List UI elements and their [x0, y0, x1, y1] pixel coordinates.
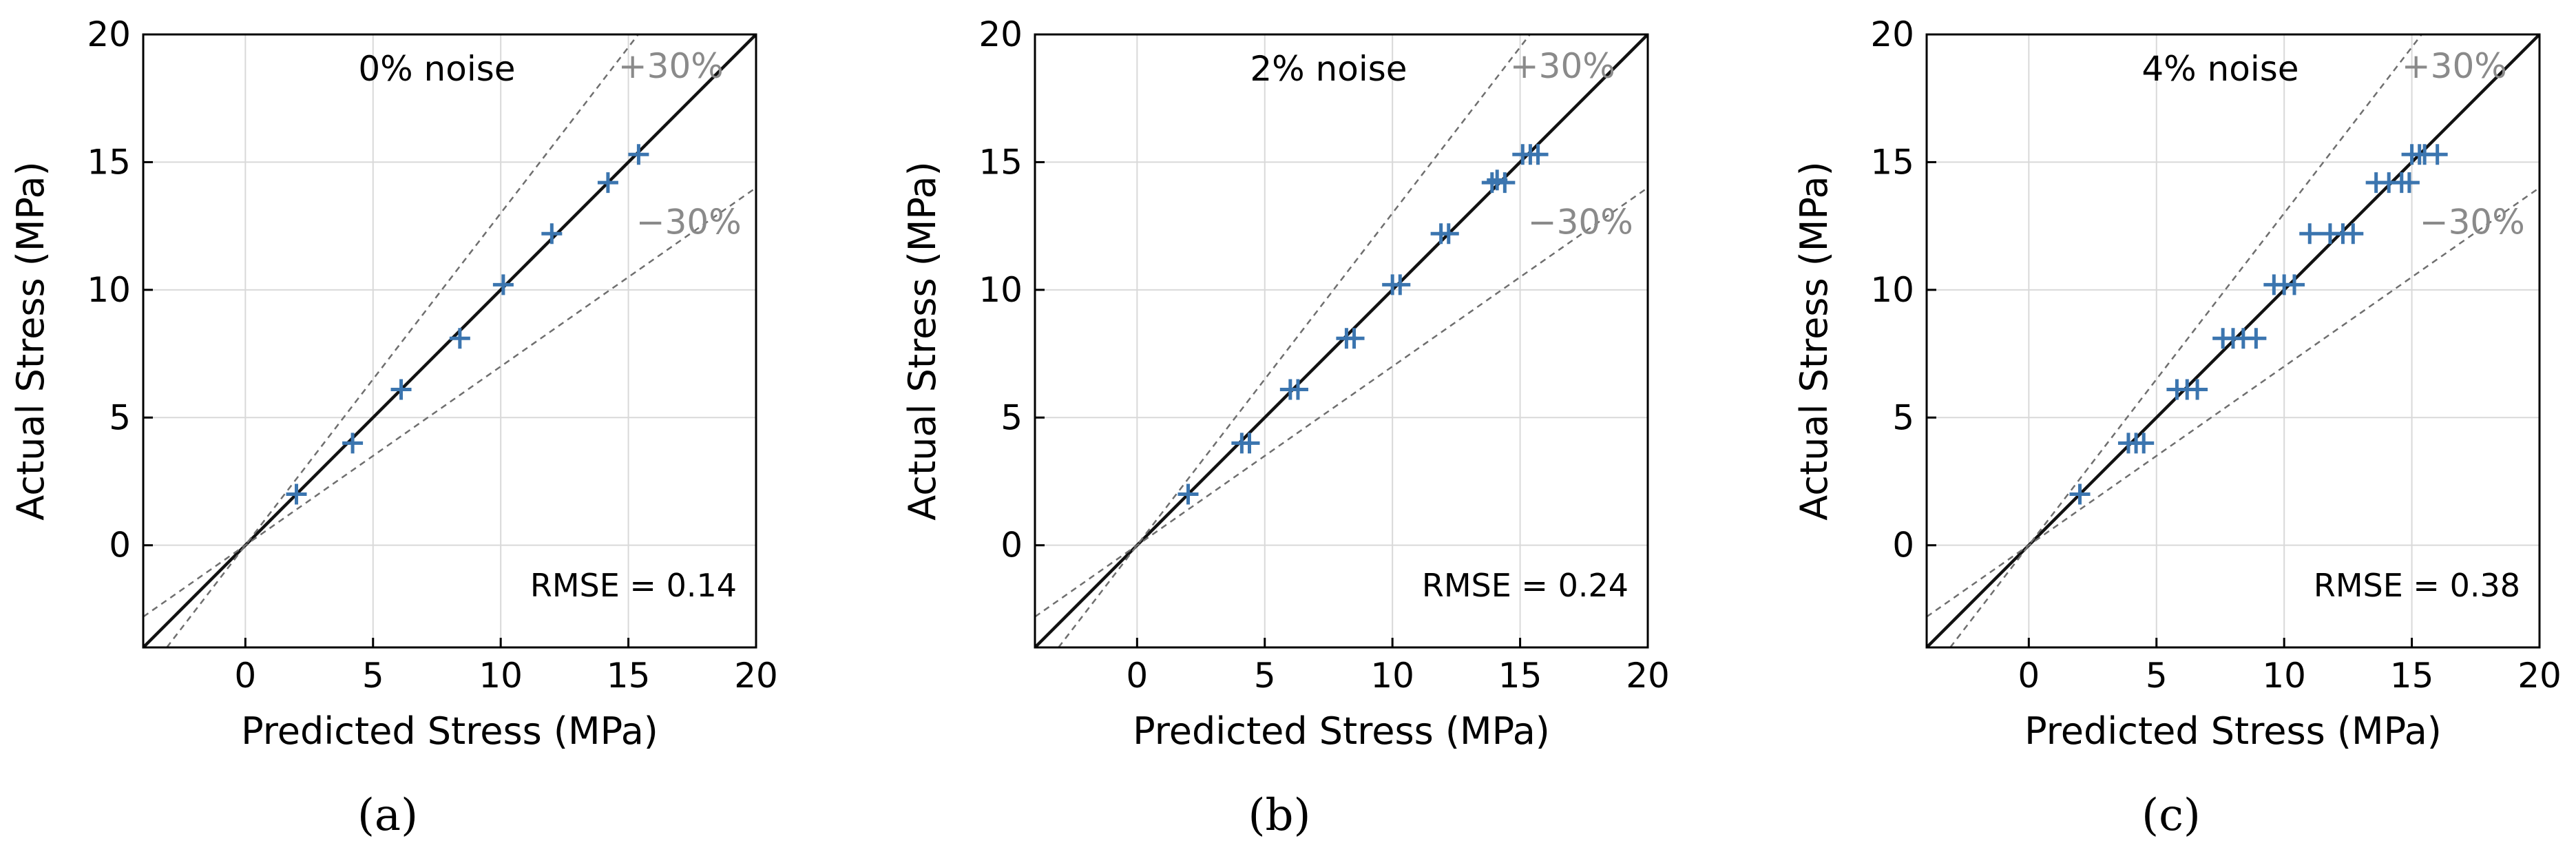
- y-axis-title: Actual Stress (MPa): [901, 161, 944, 520]
- data-point: [2284, 274, 2305, 295]
- rmse-label: RMSE = 0.24: [1422, 567, 1629, 604]
- x-tick-label: 15: [1498, 656, 1542, 696]
- data-point: [2343, 223, 2364, 245]
- panel-b: 0 5 10 15 20 0 5 10 15 20 Predicted Stress (MPa) Ac…: [901, 14, 1670, 841]
- data-point: [342, 433, 364, 454]
- noise-label: 0% noise: [358, 49, 515, 89]
- y-tick-label: 15: [978, 142, 1023, 182]
- y-tick-label: 0: [109, 526, 131, 565]
- data-point: [1494, 172, 1516, 194]
- y-tick-label: 10: [978, 270, 1023, 310]
- y-tick-label: 5: [109, 397, 131, 437]
- y-tick-label: 0: [1001, 526, 1023, 565]
- data-point: [1527, 144, 1549, 165]
- x-tick-label: 5: [1254, 656, 1276, 696]
- y-tick-label: 15: [1870, 142, 1914, 182]
- x-tick-label: 10: [2262, 656, 2306, 696]
- data-point: [2069, 484, 2091, 505]
- data-point: [286, 484, 307, 505]
- identity-line: [143, 34, 756, 647]
- x-tick-label: 10: [1370, 656, 1414, 696]
- x-tick-label: 15: [2390, 656, 2434, 696]
- minus-band-label: −30%: [1528, 202, 1633, 242]
- x-tick-label: 20: [734, 656, 778, 696]
- x-tick-label: 15: [607, 656, 651, 696]
- band-line: [1035, 187, 1648, 618]
- band-line: [1927, 187, 2540, 618]
- x-tick-label: 20: [2517, 656, 2562, 696]
- rmse-label: RMSE = 0.38: [2314, 567, 2520, 604]
- reference-lines: [143, 34, 756, 647]
- minus-band-label: −30%: [2420, 202, 2525, 242]
- data-point: [390, 379, 412, 400]
- y-axis-title: Actual Stress (MPa): [1792, 161, 1836, 520]
- noise-label: 4% noise: [2142, 49, 2298, 89]
- x-tick-label: 0: [2018, 656, 2040, 696]
- plus-band-label: +30%: [1510, 46, 1615, 86]
- data-point: [1239, 433, 1260, 454]
- data-point: [1390, 274, 1411, 295]
- noise-label: 2% noise: [1250, 49, 1407, 89]
- band-line: [143, 187, 756, 618]
- y-tick-label: 5: [1892, 397, 1914, 437]
- data-point: [628, 144, 649, 165]
- identity-line: [1035, 34, 1648, 647]
- x-tick-label: 0: [1126, 656, 1148, 696]
- x-tick-label: 5: [2146, 656, 2168, 696]
- plus-band-label: +30%: [618, 46, 724, 86]
- band-line: [1949, 34, 2422, 647]
- x-tick-label: 0: [234, 656, 256, 696]
- data-point: [2427, 144, 2448, 165]
- data-point: [449, 328, 470, 349]
- plot-frame: [1034, 33, 1649, 649]
- minus-band-label: −30%: [636, 202, 742, 242]
- y-tick-label: 20: [1870, 14, 1914, 54]
- plot-frame: [142, 33, 757, 649]
- data-point: [2187, 379, 2208, 400]
- x-axis-title: Predicted Stress (MPa): [1133, 709, 1550, 753]
- x-tick-label: 10: [479, 656, 523, 696]
- reference-lines: [1035, 34, 1648, 647]
- y-tick-label: 10: [1870, 270, 1914, 310]
- y-tick-label: 10: [87, 270, 131, 310]
- data-point: [1287, 379, 1308, 400]
- band-line: [1058, 34, 1531, 647]
- plot-frame: [1925, 33, 2541, 649]
- y-tick-label: 0: [1892, 526, 1914, 565]
- y-tick-label: 20: [87, 14, 131, 54]
- rmse-label: RMSE = 0.14: [530, 567, 737, 604]
- band-line: [166, 34, 639, 647]
- panel-label: (c): [2142, 790, 2201, 841]
- y-tick-label: 20: [978, 14, 1023, 54]
- data-point: [597, 172, 618, 194]
- plus-band-label: +30%: [2402, 46, 2507, 86]
- data-point: [2398, 172, 2420, 194]
- panel-label: (b): [1248, 790, 1311, 841]
- panel-c: 0 5 10 15 20 0 5 10 15 20 Predicted Stress (MPa) Ac…: [1792, 14, 2562, 841]
- data-point: [541, 223, 563, 245]
- x-axis-title: Predicted Stress (MPa): [241, 709, 658, 753]
- y-tick-label: 5: [1001, 397, 1023, 437]
- panel-label: (a): [357, 790, 418, 841]
- data-point: [2299, 223, 2321, 245]
- data-point: [1177, 484, 1199, 505]
- data-point: [2245, 328, 2267, 349]
- y-tick-label: 15: [87, 142, 131, 182]
- data-point: [492, 274, 514, 295]
- y-axis-title: Actual Stress (MPa): [9, 161, 52, 520]
- x-tick-label: 20: [1626, 656, 1670, 696]
- panel-a: 0 5 10 15 20 0 5 10 15 20 Predicted Stress (MPa) Ac…: [9, 14, 778, 841]
- data-point: [1343, 328, 1365, 349]
- x-axis-title: Predicted Stress (MPa): [2024, 709, 2442, 753]
- x-tick-label: 5: [362, 656, 384, 696]
- data-point: [1438, 223, 1459, 245]
- data-point: [2133, 433, 2155, 454]
